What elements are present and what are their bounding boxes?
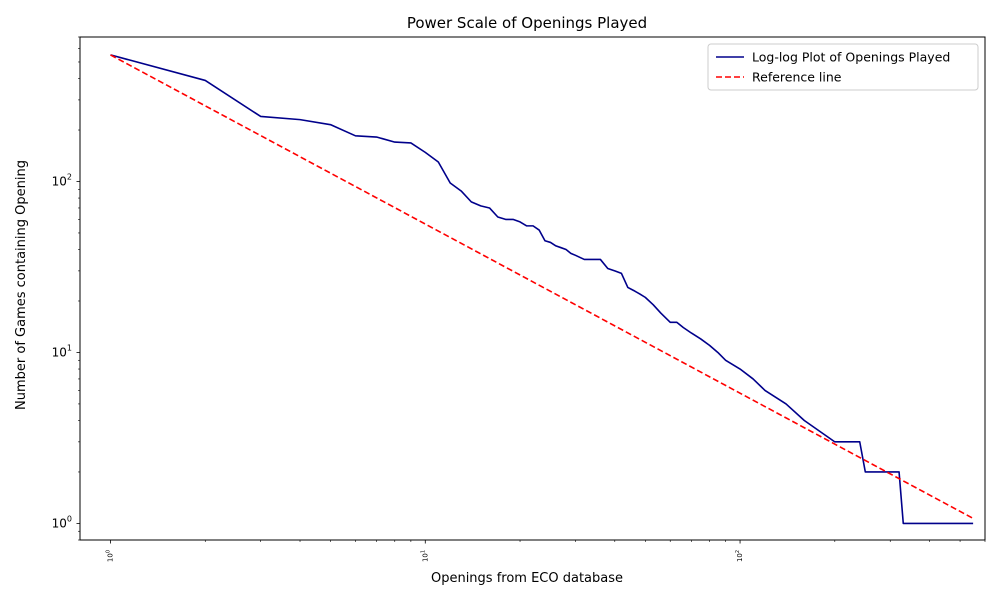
chart-title: Power Scale of Openings Played	[407, 14, 647, 32]
x-tick-label: 100	[106, 550, 115, 562]
x-tick-label: 101	[420, 550, 429, 562]
series-line-reference	[110, 54, 974, 520]
legend-entry-label: Reference line	[752, 70, 842, 85]
legend-box	[707, 43, 979, 91]
y-tick-label: 102	[52, 172, 72, 188]
y-axis-label: Number of Games containing Opening	[14, 160, 29, 410]
x-tick-label: 102	[735, 550, 744, 562]
series-line-openings	[110, 54, 974, 525]
legend-entry-label: Log-log Plot of Openings Played	[752, 50, 950, 65]
x-axis-label: Openings from ECO database	[431, 571, 623, 586]
axes-frame	[79, 36, 986, 541]
plot-area: 100 101 102 100 101 102	[52, 36, 986, 562]
y-tick-label: 100	[52, 514, 72, 530]
legend: Log-log Plot of Openings Played Reference…	[707, 43, 979, 91]
y-tick-label: 101	[52, 343, 72, 359]
